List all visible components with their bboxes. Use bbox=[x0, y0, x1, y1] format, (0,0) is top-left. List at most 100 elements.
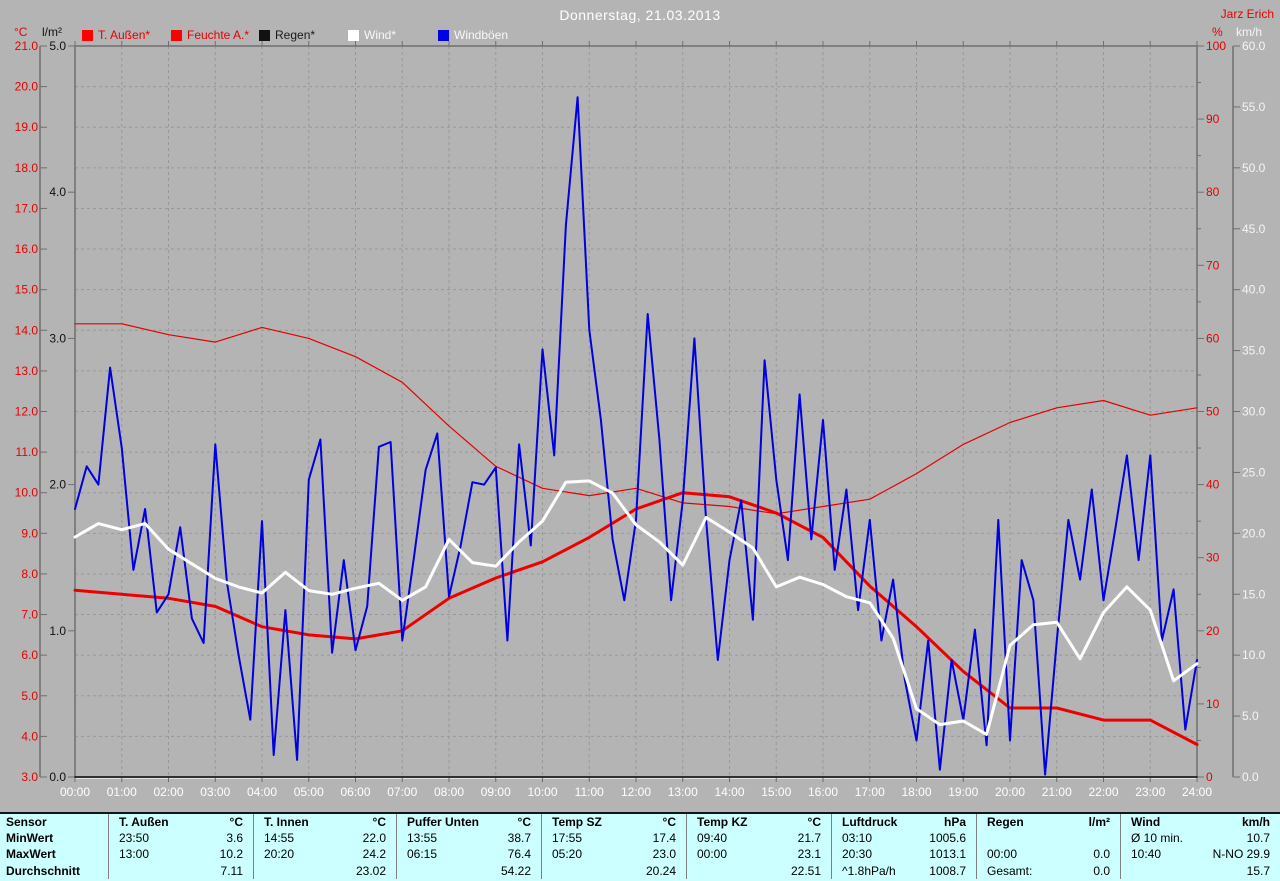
weather-chart: 3.0 4.0 5.0 6.0 7.0 8.0 9.0 10.0 11.0 12.0 13.0 14.… bbox=[15, 39, 1266, 799]
humidity-tick-label: 10 bbox=[1206, 697, 1220, 711]
col-header-wind: Wind km/h bbox=[1120, 814, 1280, 831]
avg-cell: 20.24 bbox=[541, 862, 686, 879]
legend-item-2: Feuchte A.* bbox=[171, 28, 249, 42]
legend-label: Windböen bbox=[454, 28, 509, 42]
temp-axis-unit: °C bbox=[14, 25, 28, 39]
temp-tick-label: 13.0 bbox=[15, 364, 39, 378]
min-cell: 09:40 21.7 bbox=[686, 830, 831, 847]
avg-cell: ^1.8hPa/h 1008.7 bbox=[831, 862, 976, 879]
chart-legend: T. Außen* Feuchte A.* Regen* Wind* Windböen bbox=[0, 28, 1280, 44]
rain-tick-label: 0.0 bbox=[49, 770, 66, 784]
x-tick-label: 18:00 bbox=[901, 785, 931, 799]
min-cell: 13:55 38.7 bbox=[396, 830, 541, 847]
x-tick-label: 19:00 bbox=[948, 785, 978, 799]
temp-tick-label: 21.0 bbox=[15, 39, 39, 53]
min-cell: 14:55 22.0 bbox=[253, 830, 396, 847]
temp-tick-label: 5.0 bbox=[21, 689, 38, 703]
humidity-tick-label: 40 bbox=[1206, 478, 1220, 492]
temp-tick-label: 17.0 bbox=[15, 201, 39, 215]
rain-tick-label: 5.0 bbox=[49, 39, 66, 53]
windspeed-tick-label: 0.0 bbox=[1242, 770, 1259, 784]
temp-tick-label: 16.0 bbox=[15, 242, 39, 256]
humidity-tick-label: 100 bbox=[1206, 39, 1226, 53]
table-row-minwert: MinWert 23:50 3.6 14:55 22.0 13:55 38.7 17:55 17… bbox=[0, 830, 1280, 847]
windspeed-tick-label: 35.0 bbox=[1242, 344, 1266, 358]
min-cell: 17:55 17.4 bbox=[541, 830, 686, 847]
temp-tick-label: 7.0 bbox=[21, 608, 38, 622]
x-tick-label: 13:00 bbox=[668, 785, 698, 799]
humidity-tick-label: 20 bbox=[1206, 624, 1220, 638]
avg-cell: 23.02 bbox=[253, 862, 396, 879]
min-cell: Ø 10 min. 10.7 bbox=[1120, 830, 1280, 847]
x-tick-label: 07:00 bbox=[387, 785, 417, 799]
temp-tick-label: 12.0 bbox=[15, 405, 39, 419]
temp-tick-label: 14.0 bbox=[15, 323, 39, 337]
x-tick-label: 01:00 bbox=[107, 785, 137, 799]
rain-tick-label: 3.0 bbox=[49, 331, 66, 345]
x-tick-label: 04:00 bbox=[247, 785, 277, 799]
col-header-temp-sz: Temp SZ °C bbox=[541, 814, 686, 831]
legend-swatch-icon bbox=[82, 29, 93, 41]
chart-date-title: Donnerstag, 21.03.2013 bbox=[559, 7, 721, 23]
windspeed-tick-label: 10.0 bbox=[1242, 648, 1266, 662]
x-tick-label: 14:00 bbox=[714, 785, 744, 799]
humidity-tick-label: 30 bbox=[1206, 551, 1220, 565]
avg-cell: 7.11 bbox=[108, 862, 253, 879]
windspeed-tick-label: 55.0 bbox=[1242, 100, 1266, 114]
max-cell: 00:00 23.1 bbox=[686, 846, 831, 863]
temp-tick-label: 19.0 bbox=[15, 120, 39, 134]
x-tick-label: 21:00 bbox=[1042, 785, 1072, 799]
table-row-durchschnitt: Durchschnitt 7.11 23.02 54.22 20.24 22.51 ^1.8… bbox=[0, 862, 1280, 879]
temp-tick-label: 15.0 bbox=[15, 283, 39, 297]
windspeed-tick-label: 40.0 bbox=[1242, 283, 1266, 297]
x-tick-label: 17:00 bbox=[855, 785, 885, 799]
windspeed-tick-label: 45.0 bbox=[1242, 222, 1266, 236]
series-line-feuchte-a- bbox=[74, 323, 1198, 515]
x-tick-label: 02:00 bbox=[153, 785, 183, 799]
max-cell: 10:40 N-NO 29.9 bbox=[1120, 846, 1280, 863]
avg-cell: Gesamt: 0.0 bbox=[976, 862, 1120, 879]
table-row-sensor: Sensor T. Außen °C T. Innen °C Puffer Unten °C… bbox=[0, 814, 1280, 831]
series-line-wind bbox=[73, 479, 1199, 736]
avg-cell: 15.7 bbox=[1120, 862, 1280, 879]
humidity-tick-label: 90 bbox=[1206, 112, 1220, 126]
windspeed-tick-label: 60.0 bbox=[1242, 39, 1266, 53]
x-tick-label: 22:00 bbox=[1088, 785, 1118, 799]
min-cell: 03:10 1005.6 bbox=[831, 830, 976, 847]
temp-tick-label: 6.0 bbox=[21, 648, 38, 662]
rain-axis-unit: l/m² bbox=[42, 25, 62, 39]
x-tick-label: 24:00 bbox=[1182, 785, 1212, 799]
avg-cell: 22.51 bbox=[686, 862, 831, 879]
max-cell: 20:30 1013.1 bbox=[831, 846, 976, 863]
x-tick-label: 23:00 bbox=[1135, 785, 1165, 799]
temp-tick-label: 18.0 bbox=[15, 161, 39, 175]
x-tick-label: 10:00 bbox=[527, 785, 557, 799]
legend-item-1: T. Außen* bbox=[82, 28, 150, 42]
legend-item-5: Windböen bbox=[438, 28, 508, 42]
x-tick-label: 15:00 bbox=[761, 785, 791, 799]
x-tick-label: 05:00 bbox=[294, 785, 324, 799]
col-header-puffer-unten: Puffer Unten °C bbox=[396, 814, 541, 831]
temp-tick-label: 4.0 bbox=[21, 729, 38, 743]
table-row-maxwert: MaxWert 13:00 10.2 20:20 24.2 06:15 76.4 05:20 2… bbox=[0, 846, 1280, 863]
x-tick-label: 11:00 bbox=[575, 785, 604, 799]
legend-swatch-icon bbox=[438, 29, 449, 41]
max-cell: 05:20 23.0 bbox=[541, 846, 686, 863]
humidity-axis-unit: % bbox=[1212, 25, 1223, 39]
col-header-t-au-en: T. Außen °C bbox=[108, 814, 253, 831]
humidity-tick-label: 80 bbox=[1206, 185, 1220, 199]
col-header-t-innen: T. Innen °C bbox=[253, 814, 396, 831]
windspeed-tick-label: 20.0 bbox=[1242, 526, 1266, 540]
temp-tick-label: 10.0 bbox=[15, 486, 39, 500]
windspeed-tick-label: 5.0 bbox=[1242, 709, 1259, 723]
series-line-windb-en bbox=[74, 96, 1198, 776]
row-label: MinWert bbox=[6, 831, 54, 846]
rain-tick-label: 4.0 bbox=[49, 185, 66, 199]
humidity-tick-label: 0 bbox=[1206, 770, 1213, 784]
max-cell: 06:15 76.4 bbox=[396, 846, 541, 863]
x-tick-label: 08:00 bbox=[434, 785, 464, 799]
legend-label: Feuchte A.* bbox=[187, 28, 250, 42]
legend-label: Wind* bbox=[364, 28, 397, 42]
row-label: Durchschnitt bbox=[6, 863, 81, 878]
